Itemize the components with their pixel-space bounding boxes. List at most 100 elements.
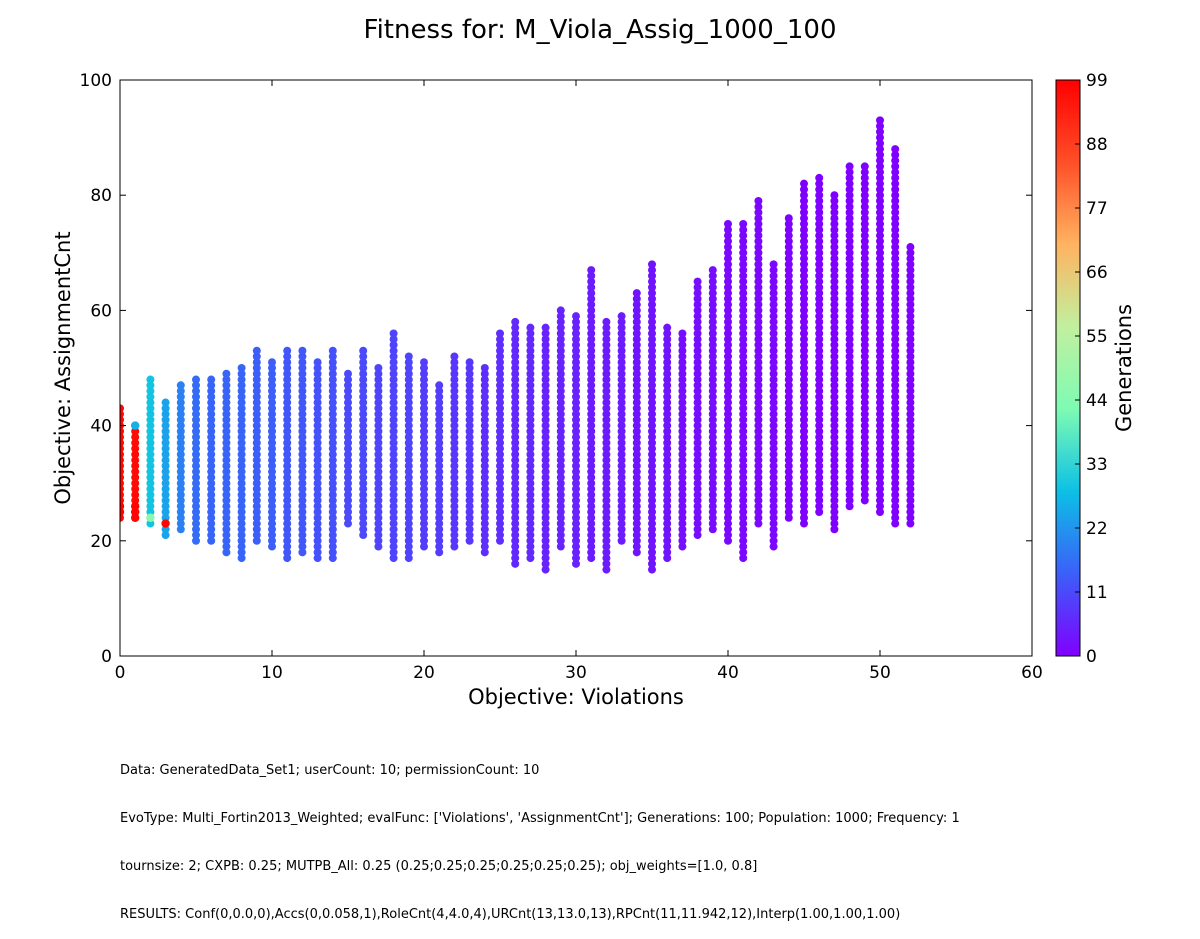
data-point [769,323,778,332]
data-point [298,479,307,488]
data-point [222,513,231,522]
data-point [420,398,428,407]
data-point [663,467,672,476]
data-point [572,375,580,384]
data-point [207,427,216,436]
data-point [693,508,702,516]
data-point [891,484,900,493]
data-point [146,398,155,407]
data-point [663,484,672,493]
data-point [541,358,550,367]
data-point [648,565,656,574]
data-point [541,461,550,470]
data-point [800,231,808,240]
data-point [678,473,687,482]
data-point [830,277,839,286]
data-point [708,375,717,384]
data-point [344,381,352,390]
data-point [131,467,140,476]
data-point [800,364,808,372]
data-point [708,484,717,493]
data-point [222,444,231,453]
data-point [374,427,383,436]
data-point [480,415,489,424]
data-point [769,519,778,528]
data-point [587,283,596,292]
data-point [389,364,398,372]
data-point [465,461,474,470]
data-point [161,502,170,511]
data-point [572,364,580,372]
data-point [648,502,656,511]
data-point [587,427,596,436]
data-point [465,369,474,378]
data-point [800,294,808,303]
data-point [435,484,444,493]
data-point [541,554,550,563]
data-point [420,473,428,482]
data-point [328,450,337,459]
data-point [587,329,596,338]
data-point [754,421,763,430]
data-point [587,450,596,459]
data-point [891,467,900,476]
data-point [800,381,808,390]
data-point [268,438,276,447]
data-point [420,479,428,488]
data-point [663,392,672,401]
data-point [739,294,748,303]
data-point [252,479,261,488]
data-point [602,461,611,470]
data-point [860,306,869,315]
data-point [617,502,626,511]
data-point [678,340,687,349]
data-point [860,335,869,344]
data-point [860,387,869,396]
data-point [313,456,322,465]
data-point [724,479,732,488]
data-point [815,473,824,482]
data-point [830,387,839,396]
data-point [906,352,915,361]
data-point [845,404,854,413]
data-point [587,335,596,344]
data-point [298,525,307,534]
data-point [769,467,778,476]
data-point [283,433,292,442]
data-point [769,525,778,534]
data-point [146,496,155,505]
data-point [587,277,596,286]
data-point [541,519,550,528]
data-point [632,536,641,545]
data-point [708,317,717,326]
data-point [237,433,246,442]
data-point [313,479,322,488]
data-point [556,415,565,424]
data-point [450,404,459,413]
data-point [708,415,717,424]
data-point [724,243,732,252]
data-point [480,438,489,447]
data-point [192,404,200,413]
data-point [268,461,276,470]
data-point [724,283,732,292]
data-point [328,421,337,430]
data-point [845,271,854,280]
data-point [860,346,869,355]
data-point [663,387,672,396]
data-point [207,525,216,534]
data-point [252,531,261,540]
data-point [587,519,596,528]
data-point [176,444,185,453]
data-point [207,410,216,419]
data-point [587,461,596,470]
data-point [587,306,596,315]
data-point [876,122,884,131]
data-point [480,479,489,488]
data-point [876,427,884,436]
data-point [480,381,489,390]
data-point [389,392,398,401]
data-point [496,421,504,430]
data-point [769,438,778,447]
data-point [800,404,808,413]
